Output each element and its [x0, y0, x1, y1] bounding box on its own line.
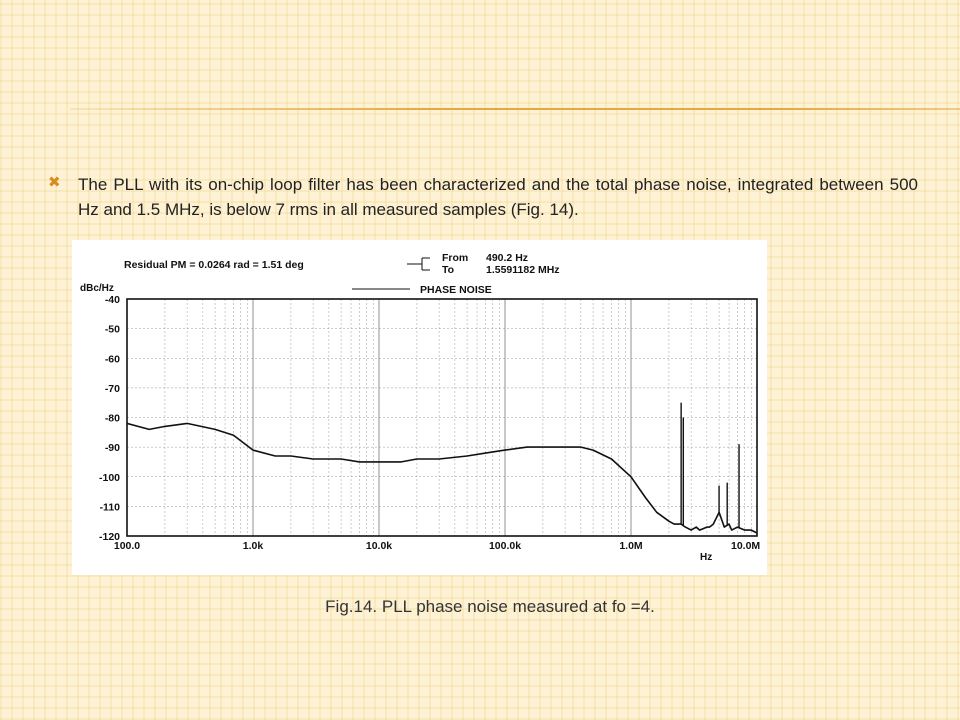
from-to-bracket — [407, 257, 430, 271]
bullet-item: ✖ The PLL with its on-chip loop filter h… — [48, 172, 918, 222]
phase-noise-chart: Residual PM = 0.0264 rad = 1.51 deg From… — [80, 252, 760, 563]
header-from-label: From — [442, 252, 468, 264]
y-tick-label: -70 — [105, 383, 120, 395]
plot-frame — [126, 298, 758, 537]
y-tick-label: -40 — [105, 294, 120, 306]
header-to-label: To — [442, 264, 454, 276]
chart-grid — [127, 299, 757, 536]
slide-top-rule — [70, 108, 960, 110]
header-to-value: 1.5591182 MHz — [486, 264, 560, 276]
y-tick-label: -120 — [99, 531, 120, 543]
phase-noise-series-line — [126, 422, 758, 534]
x-tick-label: 100.0k — [489, 540, 521, 552]
y-tick-label: -110 — [100, 501, 121, 513]
bullet-text: The PLL with its on-chip loop filter has… — [78, 175, 918, 219]
x-tick-label: 10.0k — [366, 540, 392, 552]
y-tick-label: -60 — [105, 353, 120, 365]
x-tick-label: 100.0 — [114, 540, 140, 552]
y-tick-label: -50 — [105, 324, 120, 336]
legend-label: PHASE NOISE — [420, 284, 492, 296]
x-axis-label: Hz — [700, 552, 712, 563]
x-bullet-icon: ✖ — [48, 173, 61, 191]
series-group — [126, 402, 758, 534]
chart-header-left: Residual PM = 0.0264 rad = 1.51 deg — [124, 259, 304, 271]
figure-caption: Fig.14. PLL phase noise measured at fo =… — [325, 597, 655, 616]
y-tick-label: -90 — [105, 442, 120, 454]
x-tick-label: 10.0M — [731, 540, 760, 552]
phase-noise-figure: Residual PM = 0.0264 rad = 1.51 deg From… — [72, 240, 767, 575]
y-axis-label: dBc/Hz — [80, 283, 114, 294]
x-tick-label: 1.0M — [619, 540, 643, 552]
header-from-value: 490.2 Hz — [486, 252, 528, 264]
y-tick-label: -80 — [105, 413, 120, 425]
x-tick-label: 1.0k — [243, 540, 264, 552]
y-tick-label: -100 — [99, 472, 120, 484]
